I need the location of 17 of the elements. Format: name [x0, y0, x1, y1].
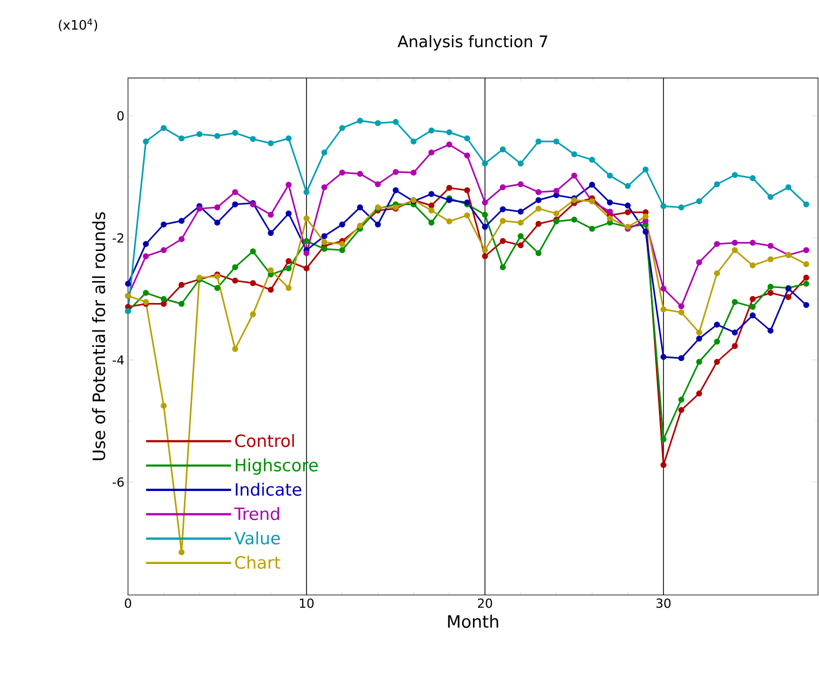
text: (x10$^{4}$): [58, 18, 98, 32]
text: Indicate: [236, 482, 302, 496]
y-tick-label: -4: [112, 355, 124, 365]
text: Trend: [234, 507, 280, 520]
x-tick-label: 10: [300, 598, 314, 608]
text: Chart: [235, 556, 280, 569]
x-tick-label: 30: [656, 598, 671, 608]
x-axis-title: Month: [448, 614, 498, 628]
y-tick-label: 0: [117, 111, 124, 121]
y-axis-title: Use of Potential for all rounds: [92, 212, 106, 460]
chart-title: Analysis function 7: [398, 35, 548, 50]
text: Control: [235, 434, 294, 448]
text: Value: [234, 531, 280, 545]
x-tick-label: 0: [124, 598, 132, 608]
x-tick-label: 20: [478, 598, 492, 608]
y-tick-label: -2: [112, 233, 124, 243]
y-tick-label: -6: [112, 477, 124, 487]
